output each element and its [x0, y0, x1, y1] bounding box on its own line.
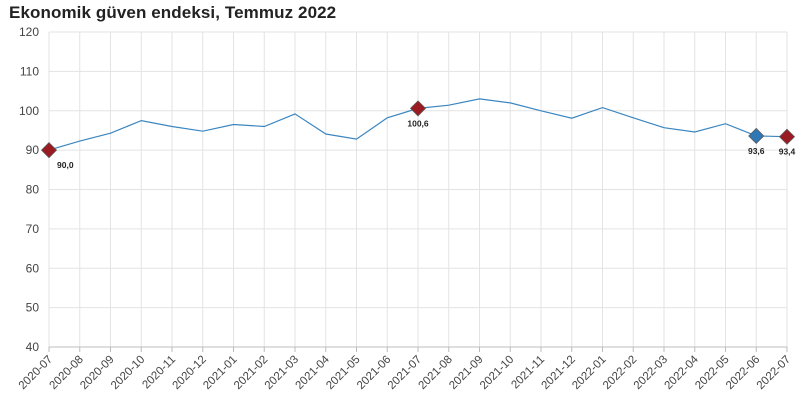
x-axis-ticks: 2020-072020-082020-092020-102020-112020-… — [17, 347, 793, 392]
y-tick-label: 60 — [26, 261, 40, 275]
data-label: 100,6 — [407, 118, 429, 128]
y-axis-ticks: 40 50 60 70 80 90 100 110 120 — [19, 25, 39, 354]
data-point-marker — [748, 127, 765, 145]
y-tick-label: 40 — [26, 340, 40, 354]
chart-title: Ekonomik güven endeksi, Temmuz 2022 — [9, 3, 337, 22]
data-label-layer: 90,0 100,6 93,6 93,4 — [57, 118, 796, 170]
y-tick-label: 110 — [20, 64, 39, 78]
data-point-marker — [409, 100, 427, 117]
x-tick-label: 2022-07 — [755, 354, 793, 392]
data-label: 93,4 — [779, 147, 796, 157]
y-tick-label: 70 — [26, 222, 40, 236]
y-tick-label: 100 — [19, 104, 39, 118]
data-label: 90,0 — [57, 160, 74, 170]
y-tick-label: 120 — [19, 25, 39, 39]
data-label: 93,6 — [748, 146, 765, 156]
y-tick-label: 50 — [26, 301, 40, 315]
data-point-marker — [40, 142, 58, 159]
y-tick-label: 80 — [26, 183, 40, 197]
marker-layer — [40, 100, 796, 159]
data-point-marker — [778, 128, 796, 145]
y-tick-label: 90 — [26, 143, 40, 157]
x-tick-label: 2021-10 — [478, 354, 516, 392]
grid-lines — [48, 31, 788, 348]
x-tick-label: 2020-10 — [109, 354, 147, 392]
